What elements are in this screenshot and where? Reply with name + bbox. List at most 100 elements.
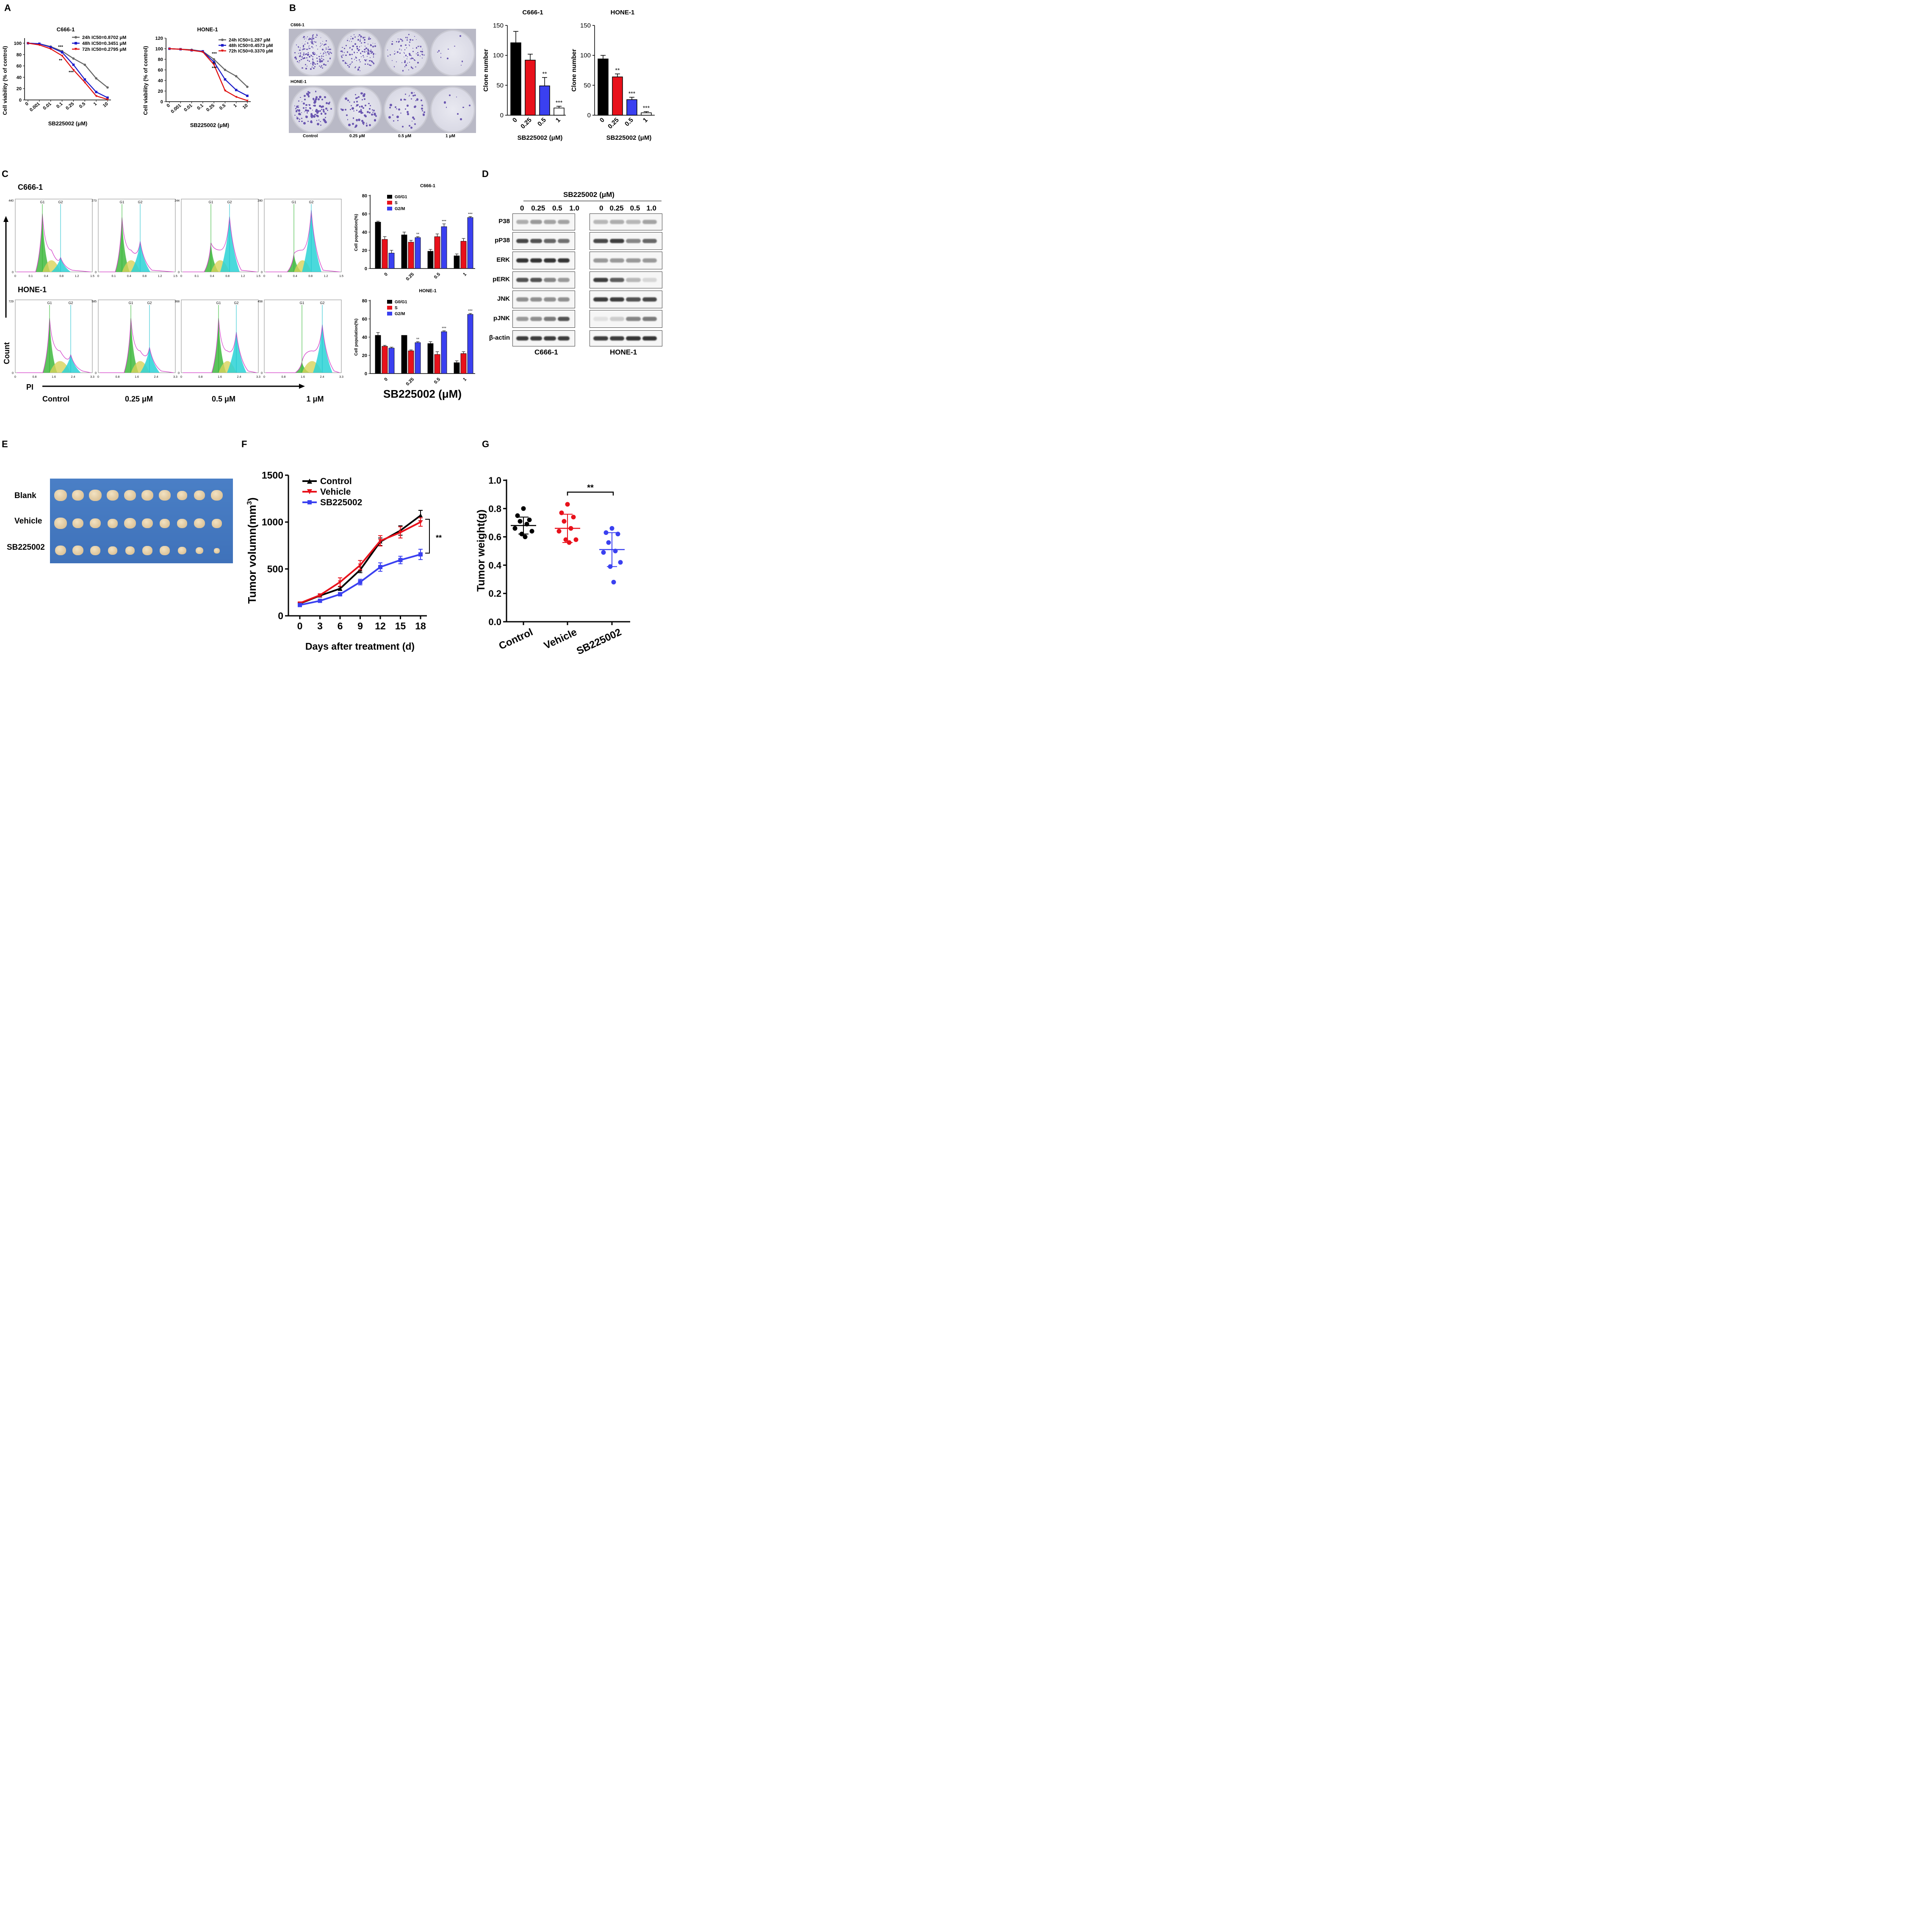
colony: [317, 48, 318, 50]
colony: [316, 34, 317, 35]
colony: [365, 64, 366, 65]
protein-band: [626, 317, 641, 321]
x-tick-label: 0: [180, 376, 182, 379]
colony: [319, 56, 321, 58]
legend: 24h IC50=0.8702 μM 48h IC50=0.3451 μM 72…: [72, 35, 126, 52]
colony: [404, 60, 406, 62]
tumor: [160, 546, 170, 555]
y-tick-label: 0.2: [488, 588, 501, 599]
data-point: [106, 86, 109, 89]
colony: [437, 52, 438, 53]
y-tick-label: 1500: [262, 470, 283, 481]
tumor: [160, 519, 170, 528]
y-tick-label: 0.4: [488, 560, 501, 570]
colony: [404, 53, 405, 54]
tumor: [159, 490, 171, 501]
colony: [351, 61, 353, 63]
plate-row-hone: [289, 86, 476, 133]
data-point: [338, 580, 342, 584]
colony: [295, 108, 296, 109]
data-point: [338, 592, 342, 597]
protein-band: [609, 239, 624, 243]
colony: [355, 66, 357, 68]
tumor: [107, 490, 119, 501]
colony: [342, 51, 343, 53]
colony: [420, 45, 422, 47]
colony: [303, 53, 304, 54]
blot-strip: [512, 213, 575, 230]
colony: [328, 54, 330, 55]
data-point: [573, 537, 578, 542]
g2-label: G2: [147, 301, 152, 305]
significance-stars: ***: [468, 212, 473, 216]
legend-item: Control: [320, 476, 352, 486]
colony: [309, 56, 310, 58]
colony: [371, 51, 374, 53]
colony: [364, 39, 365, 41]
data-point: [418, 520, 423, 524]
pi-label: PI: [26, 383, 33, 391]
fit-curve: [100, 318, 174, 373]
colony: [401, 126, 404, 128]
colony: [294, 105, 296, 106]
colony: [364, 115, 366, 117]
g2-label: G2: [234, 301, 239, 305]
fit-curve: [183, 216, 257, 272]
colony: [345, 54, 347, 56]
colony: [408, 44, 410, 45]
colony: [356, 119, 358, 122]
x-tick-label: 0: [383, 377, 389, 382]
y-tick-label: 40: [362, 230, 367, 235]
y-max-label: 244: [174, 199, 180, 202]
significance-stars: **: [416, 337, 420, 341]
colony: [372, 43, 374, 44]
histogram-frame: [264, 299, 342, 373]
tumor: [54, 518, 67, 529]
colony: [407, 111, 409, 113]
colony: [357, 69, 359, 71]
x-tick-label: 0.5: [623, 116, 635, 128]
legend-item: Vehicle: [320, 487, 351, 497]
protein-band: [626, 220, 641, 224]
g2-label: G2: [309, 200, 314, 204]
significance-stars: ***: [212, 52, 217, 56]
legend: G0/G1 S G2/M: [387, 195, 407, 211]
tumor: [72, 490, 84, 501]
x-tick-label: 0.5: [219, 103, 227, 111]
g2-label: G2: [320, 301, 325, 305]
data-point: [106, 98, 109, 101]
colony: [392, 41, 393, 42]
x-tick-label: 0.4: [293, 275, 297, 278]
colony: [361, 120, 363, 122]
protein-band: [516, 297, 529, 302]
colony: [305, 38, 307, 39]
colony: [297, 46, 299, 47]
colony: [306, 48, 308, 50]
colony: [412, 48, 413, 49]
colony: [371, 53, 372, 54]
data-point: [38, 42, 41, 45]
series-line: [28, 42, 108, 100]
x-tick-label: 0: [166, 103, 171, 108]
data-point: [606, 540, 611, 545]
g2-peak: [61, 354, 81, 373]
colony: [340, 51, 341, 52]
colony: [305, 41, 306, 42]
tumor: [211, 490, 223, 501]
x-tick-label: 10: [242, 103, 249, 110]
colony: [340, 108, 342, 110]
x-tick-label: 0.1: [112, 275, 116, 278]
colony: [401, 40, 402, 42]
colony: [321, 105, 323, 108]
colony: [314, 68, 315, 69]
colony: [301, 56, 303, 58]
colony: [313, 105, 314, 107]
colony: [307, 109, 310, 112]
colony: [305, 64, 307, 66]
colony: [302, 45, 304, 47]
colony: [309, 61, 310, 62]
protein-band: [544, 297, 556, 302]
legend: 24h IC50=1.287 μM 48h IC50=0.4573 μM 72h…: [219, 38, 273, 54]
protein-band: [642, 220, 657, 224]
g1-peak: [124, 318, 138, 373]
